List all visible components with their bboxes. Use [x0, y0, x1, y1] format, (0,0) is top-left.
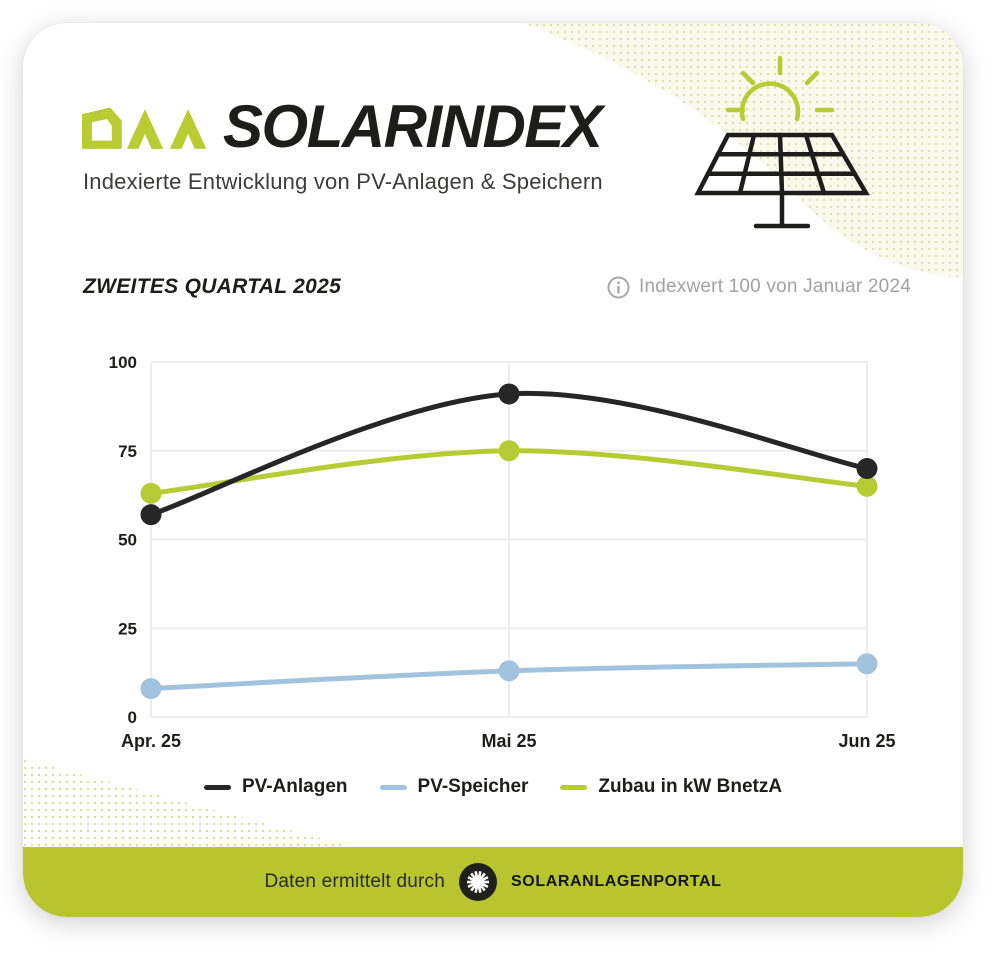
line-chart: 0 25 50 75 100 Apr. 25 Mai 25 Jun 25 [109, 353, 896, 751]
legend-item-pv-anlagen: PV-Anlagen [203, 776, 348, 798]
dot-triangle-pattern-bottom-left [23, 759, 353, 847]
footer-text: Daten ermittelt durch [264, 871, 446, 892]
footer-brand-name: SOLARANLAGENPORTAL [511, 873, 722, 890]
page-title: SOLARINDEX [223, 93, 603, 160]
header: SOLARINDEX [82, 93, 603, 161]
legend-label: Zubau in kW BnetzA [598, 776, 783, 797]
svg-text:25: 25 [118, 619, 137, 638]
chart-legend: PV-Anlagen PV-Speicher Zubau in kW Bnetz… [23, 776, 963, 798]
legend-swatch-blue [379, 784, 407, 790]
legend-swatch-green [560, 784, 588, 790]
legend-item-pv-speicher: PV-Speicher [379, 776, 529, 798]
svg-text:Mai 25: Mai 25 [481, 731, 536, 751]
svg-text:Jun 25: Jun 25 [838, 731, 895, 751]
section-heading: ZWEITES QUARTAL 2025 [83, 275, 342, 298]
svg-text:50: 50 [118, 531, 137, 550]
page-subtitle: Indexierte Entwicklung von PV-Anlagen & … [83, 169, 603, 194]
legend-label: PV-Anlagen [241, 776, 348, 797]
card: SOLARINDEX Indexierte Entwicklung von PV… [23, 23, 963, 917]
svg-text:75: 75 [118, 442, 137, 461]
index-note: Indexwert 100 von Januar 2024 [607, 276, 911, 299]
legend-swatch-black [203, 784, 231, 790]
dot-wave-pattern-top-right [523, 23, 963, 278]
section-heading-row: ZWEITES QUARTAL 2025 Indexwert 100 von J… [83, 275, 911, 299]
legend-item-zubau: Zubau in kW BnetzA [560, 776, 782, 798]
svg-text:0: 0 [128, 708, 137, 727]
svg-text:100: 100 [109, 353, 137, 372]
info-icon [607, 276, 630, 298]
solar-panel-sun-icon [694, 55, 870, 229]
daa-logo-icon [82, 107, 207, 149]
svg-text:Apr. 25: Apr. 25 [121, 731, 181, 751]
sunburst-logo-icon [459, 863, 498, 901]
legend-label: PV-Speicher [417, 776, 529, 797]
footer-bar: Daten ermittelt durch SOLARANLAGENPORTAL [23, 847, 963, 917]
index-note-text: Indexwert 100 von Januar 2024 [639, 276, 911, 297]
